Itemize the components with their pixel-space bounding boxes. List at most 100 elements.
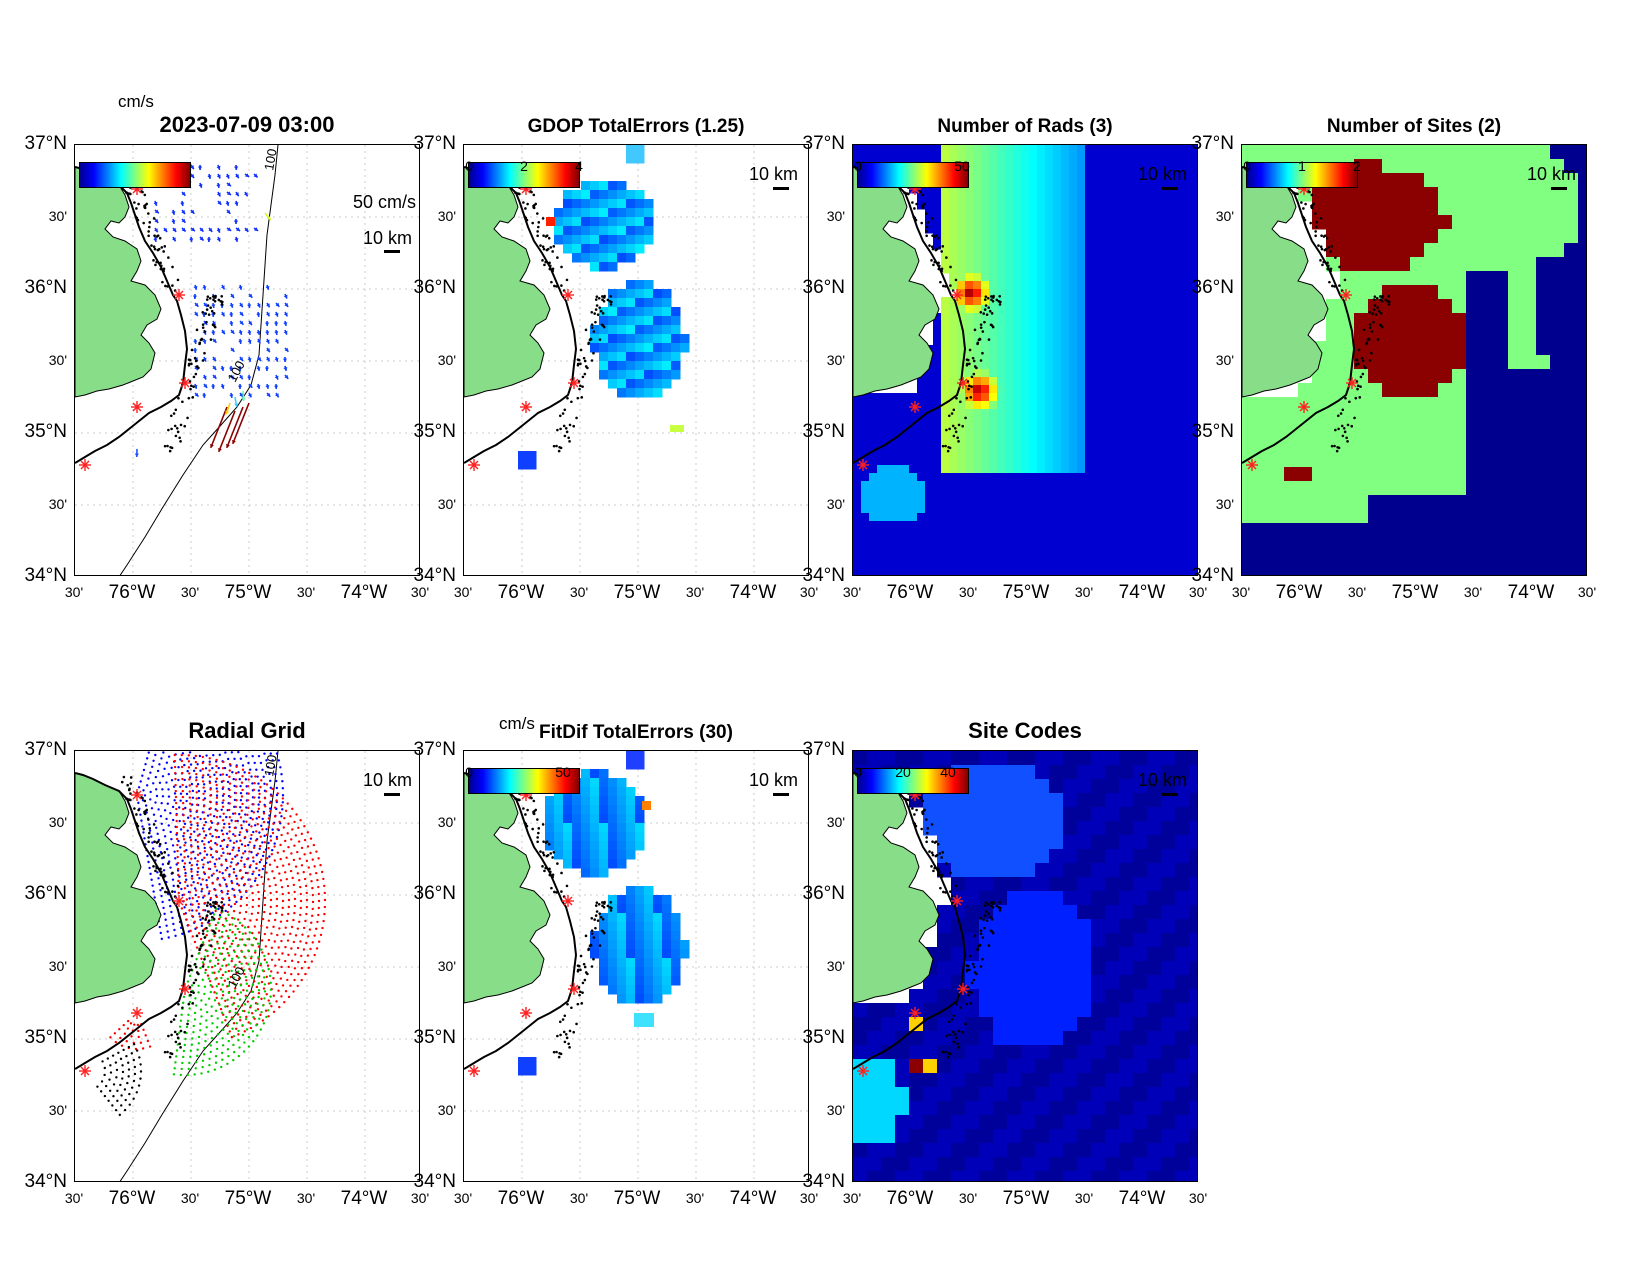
data-cell (997, 417, 1006, 426)
radial-point (278, 927, 281, 930)
radial-point (234, 924, 237, 928)
coast-dot (220, 294, 224, 298)
coast-dot (1341, 408, 1345, 412)
data-cell (608, 190, 618, 200)
data-cell (1045, 569, 1054, 575)
data-cell (1053, 505, 1062, 514)
data-cell (1061, 297, 1070, 306)
data-cell (1354, 565, 1369, 575)
data-cell (1021, 497, 1030, 506)
data-cell (1149, 249, 1158, 258)
current-vector (197, 164, 203, 171)
data-cell (626, 235, 636, 245)
radial-point (281, 794, 285, 797)
coast-dot (188, 358, 192, 362)
radial-point (234, 855, 237, 858)
radial-point (191, 903, 194, 906)
data-cell (1312, 495, 1327, 510)
data-cell (1522, 537, 1537, 552)
data-cell (1133, 273, 1142, 282)
data-cell (1101, 473, 1110, 482)
data-cell (1037, 305, 1046, 314)
data-cell (608, 361, 618, 371)
data-cell (1522, 509, 1537, 524)
data-cell (1141, 145, 1150, 154)
data-cell (1061, 161, 1070, 170)
data-cell (1522, 355, 1537, 370)
data-cell (1368, 243, 1383, 258)
data-cell (997, 497, 1006, 506)
coast-dot (1373, 295, 1377, 298)
data-cell (989, 169, 998, 178)
radial-point (215, 783, 218, 787)
data-cell (1045, 153, 1054, 162)
current-vector (239, 302, 244, 308)
data-cell (1173, 433, 1182, 442)
radial-point (256, 911, 260, 915)
data-cell (1077, 313, 1086, 322)
data-cell (1021, 561, 1030, 570)
data-cell (917, 449, 926, 458)
current-vector (211, 383, 216, 390)
data-cell (989, 561, 998, 570)
data-cell (949, 249, 958, 258)
data-cell (1045, 177, 1054, 186)
current-vector (216, 191, 221, 197)
coast-dot (150, 244, 153, 247)
radial-point (270, 932, 273, 935)
coast-dot (577, 358, 581, 362)
data-cell (1173, 409, 1182, 418)
radial-point (271, 759, 274, 762)
site-marker (909, 401, 921, 413)
data-cell (901, 529, 910, 538)
data-cell (1077, 473, 1086, 482)
data-cell (1117, 433, 1126, 442)
data-cell (1466, 523, 1481, 538)
coast-dot (966, 380, 970, 383)
data-cell (941, 521, 950, 530)
data-cell (1061, 153, 1070, 162)
data-cell (1021, 145, 1030, 154)
radial-point (250, 974, 253, 977)
data-cell (1133, 169, 1142, 178)
data-cell (1029, 393, 1038, 402)
data-cell (1069, 177, 1078, 186)
data-cell (885, 529, 894, 538)
data-cell (1133, 233, 1142, 242)
current-vector (238, 284, 243, 291)
data-cell (1189, 345, 1197, 354)
data-cell (941, 313, 950, 322)
data-cell (1165, 329, 1174, 338)
data-cell (1101, 497, 1110, 506)
lon-tick-label: 75°W (1391, 582, 1439, 603)
coast-dot (559, 446, 563, 450)
current-vector (216, 236, 221, 242)
data-cell (1029, 185, 1038, 194)
data-cell (1410, 369, 1425, 384)
coast-dot (595, 304, 599, 307)
data-cell (1382, 327, 1397, 342)
radial-point (246, 799, 250, 802)
coast-dot (582, 356, 586, 360)
data-cell (1021, 313, 1030, 322)
radial-point (199, 817, 202, 821)
data-cell (1005, 153, 1014, 162)
data-cell (1536, 467, 1551, 482)
data-cell (1284, 453, 1299, 468)
radial-point (290, 959, 294, 963)
coast-dot (987, 306, 990, 309)
coast-dot (907, 192, 910, 196)
data-cell (1149, 201, 1158, 210)
data-cell (1093, 313, 1102, 322)
radial-point (267, 846, 270, 850)
radial-point (175, 837, 179, 841)
current-vector (194, 302, 199, 308)
data-cell (877, 409, 886, 418)
coast-dot (220, 303, 224, 306)
coast-dot (968, 362, 971, 366)
data-cell (1037, 217, 1046, 226)
data-cell (1029, 193, 1038, 202)
current-vector (264, 212, 272, 221)
coast-dot (552, 444, 556, 448)
data-cell (617, 226, 627, 236)
